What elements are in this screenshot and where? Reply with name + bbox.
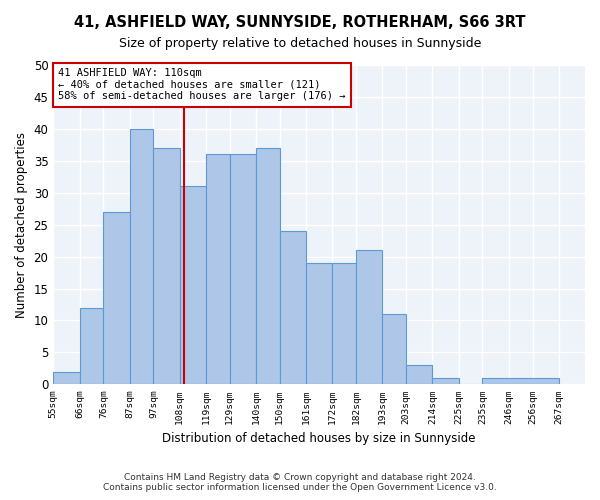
Bar [256,148,280,384]
Bar [53,372,80,384]
Text: 41, ASHFIELD WAY, SUNNYSIDE, ROTHERHAM, S66 3RT: 41, ASHFIELD WAY, SUNNYSIDE, ROTHERHAM, … [74,15,526,30]
Bar [230,154,256,384]
Bar [280,231,306,384]
Bar [80,308,103,384]
Bar [206,154,230,384]
Bar [332,263,356,384]
Bar [482,378,559,384]
Bar [154,148,179,384]
X-axis label: Distribution of detached houses by size in Sunnyside: Distribution of detached houses by size … [163,432,476,445]
Bar [179,186,206,384]
Bar [406,365,433,384]
Text: 41 ASHFIELD WAY: 110sqm
← 40% of detached houses are smaller (121)
58% of semi-d: 41 ASHFIELD WAY: 110sqm ← 40% of detache… [58,68,346,102]
Bar [382,314,406,384]
Bar [433,378,458,384]
Text: Contains HM Land Registry data © Crown copyright and database right 2024.
Contai: Contains HM Land Registry data © Crown c… [103,473,497,492]
Bar [356,250,382,384]
Text: Size of property relative to detached houses in Sunnyside: Size of property relative to detached ho… [119,38,481,51]
Bar [130,129,154,384]
Y-axis label: Number of detached properties: Number of detached properties [15,132,28,318]
Bar [306,263,332,384]
Bar [103,212,130,384]
